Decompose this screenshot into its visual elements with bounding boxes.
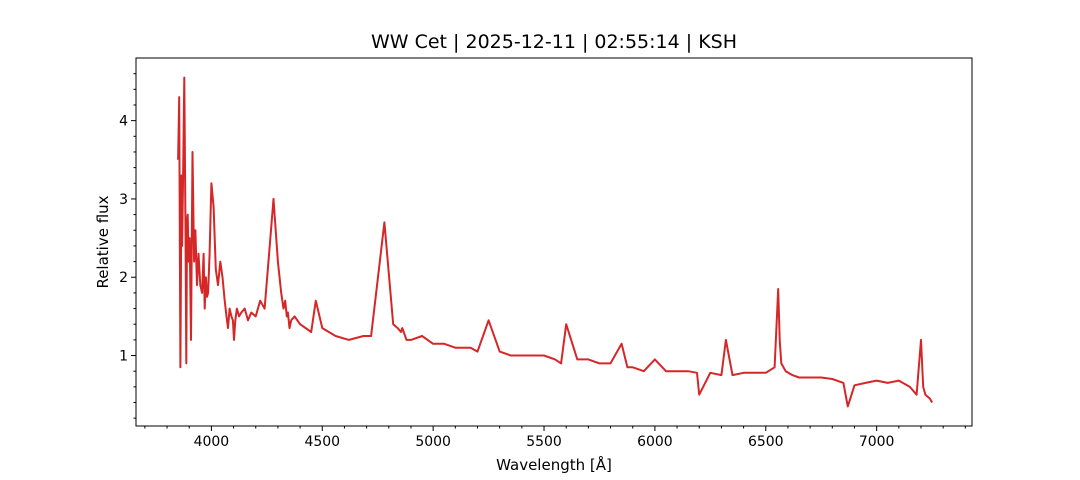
x-tick-label: 7000 <box>859 434 895 450</box>
x-axis: 4000 4500 5000 5500 6000 6500 7000 <box>144 426 966 450</box>
y-axis: 1 2 3 4 <box>119 73 136 419</box>
x-tick-label: 6000 <box>637 434 673 450</box>
spectrum-line-0 <box>177 76 933 408</box>
x-tick-label: 5000 <box>415 434 451 450</box>
x-tick-label: 4000 <box>194 434 230 450</box>
y-tick-label: 4 <box>119 114 128 130</box>
plot-area <box>177 76 933 408</box>
y-tick-label: 3 <box>119 192 128 208</box>
x-tick-label: 5500 <box>526 434 562 450</box>
y-tick-label: 1 <box>119 349 128 365</box>
y-tick-label: 2 <box>119 270 128 286</box>
x-tick-label: 4500 <box>304 434 340 450</box>
y-axis-label: Relative flux <box>94 195 112 288</box>
chart-title: WW Cet | 2025-12-11 | 02:55:14 | KSH <box>371 31 737 53</box>
x-tick-label: 6500 <box>748 434 784 450</box>
plot-frame <box>135 57 973 427</box>
x-axis-label: Wavelength [Å] <box>496 455 612 474</box>
